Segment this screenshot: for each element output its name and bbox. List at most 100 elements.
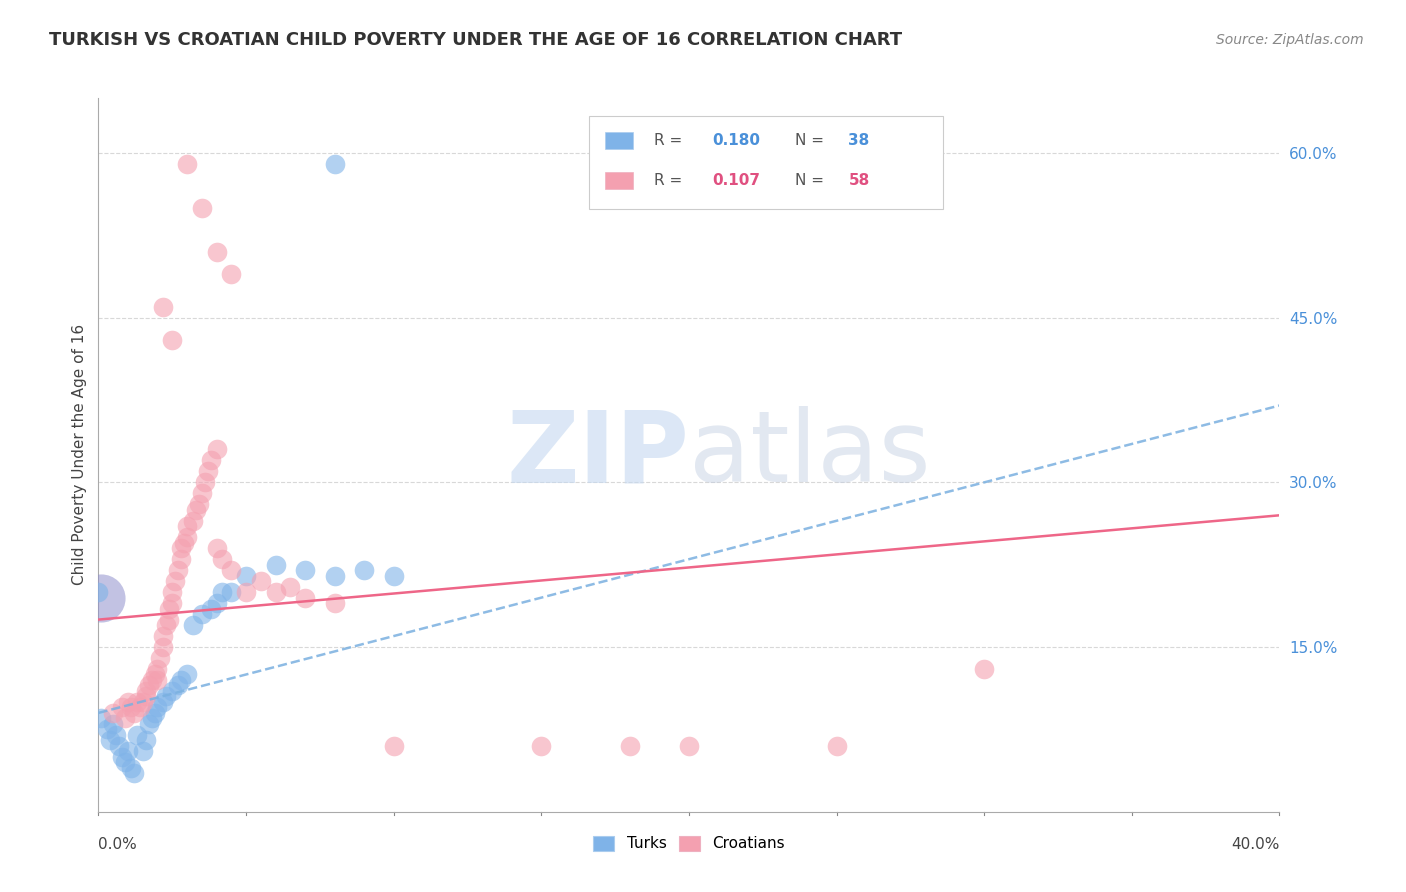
- Text: Source: ZipAtlas.com: Source: ZipAtlas.com: [1216, 33, 1364, 47]
- Point: [530, 739, 553, 753]
- Point: [90, 711, 112, 725]
- Point: [194, 475, 217, 490]
- Point: [353, 563, 375, 577]
- Point: [162, 596, 183, 610]
- Point: [157, 613, 180, 627]
- Point: [105, 728, 128, 742]
- Point: [155, 690, 177, 704]
- Point: [176, 519, 198, 533]
- Point: [152, 640, 174, 654]
- Point: [197, 464, 219, 478]
- Point: [162, 333, 183, 347]
- Point: [146, 700, 169, 714]
- Point: [382, 739, 405, 753]
- Point: [98, 733, 121, 747]
- Point: [191, 201, 214, 215]
- Point: [132, 695, 155, 709]
- Point: [619, 739, 641, 753]
- Point: [125, 695, 148, 709]
- Point: [135, 733, 157, 747]
- Point: [114, 711, 136, 725]
- Point: [264, 585, 287, 599]
- Point: [103, 717, 125, 731]
- Point: [141, 711, 163, 725]
- Point: [111, 749, 134, 764]
- Point: [205, 541, 228, 556]
- Point: [184, 503, 207, 517]
- Point: [170, 541, 193, 556]
- Point: [205, 244, 228, 259]
- Text: 0.107: 0.107: [713, 173, 761, 187]
- Y-axis label: Child Poverty Under the Age of 16: Child Poverty Under the Age of 16: [72, 325, 87, 585]
- Point: [678, 739, 700, 753]
- Point: [176, 667, 198, 681]
- Point: [825, 739, 848, 753]
- Point: [146, 662, 169, 676]
- Point: [264, 558, 287, 572]
- Point: [125, 728, 148, 742]
- Point: [278, 580, 302, 594]
- Point: [170, 552, 193, 566]
- Point: [170, 673, 193, 687]
- Point: [191, 486, 214, 500]
- Point: [323, 568, 346, 582]
- Point: [135, 690, 157, 704]
- Point: [117, 744, 139, 758]
- Text: N =: N =: [796, 134, 830, 148]
- Point: [250, 574, 273, 589]
- Point: [382, 568, 405, 582]
- Point: [294, 591, 316, 605]
- Point: [165, 574, 187, 589]
- Point: [187, 497, 209, 511]
- FancyBboxPatch shape: [589, 116, 943, 209]
- Point: [219, 267, 242, 281]
- Point: [176, 157, 198, 171]
- Point: [96, 723, 118, 737]
- Point: [143, 706, 166, 720]
- Point: [235, 585, 257, 599]
- FancyBboxPatch shape: [605, 171, 634, 189]
- Point: [205, 442, 228, 457]
- Text: 0.180: 0.180: [713, 134, 761, 148]
- Point: [120, 761, 142, 775]
- Point: [108, 739, 131, 753]
- Point: [211, 552, 233, 566]
- Point: [152, 629, 174, 643]
- Point: [122, 706, 145, 720]
- FancyBboxPatch shape: [605, 132, 634, 150]
- Point: [181, 514, 204, 528]
- Point: [146, 673, 169, 687]
- Point: [135, 684, 157, 698]
- Text: R =: R =: [654, 173, 686, 187]
- Point: [294, 563, 316, 577]
- Point: [141, 673, 163, 687]
- Point: [143, 667, 166, 681]
- Point: [219, 585, 242, 599]
- Point: [152, 695, 174, 709]
- Text: 0.0%: 0.0%: [98, 837, 138, 852]
- Point: [219, 563, 242, 577]
- Point: [162, 684, 183, 698]
- Point: [138, 678, 160, 692]
- Point: [181, 618, 204, 632]
- Point: [117, 695, 139, 709]
- Point: [120, 700, 142, 714]
- Text: 40.0%: 40.0%: [1232, 837, 1279, 852]
- Point: [114, 756, 136, 770]
- Point: [162, 585, 183, 599]
- Point: [323, 157, 346, 171]
- Point: [176, 530, 198, 544]
- Point: [205, 596, 228, 610]
- Text: 38: 38: [848, 134, 870, 148]
- Point: [87, 585, 110, 599]
- Point: [191, 607, 214, 621]
- Point: [103, 706, 125, 720]
- Text: N =: N =: [796, 173, 830, 187]
- Point: [235, 568, 257, 582]
- Point: [149, 651, 172, 665]
- Text: ZIP: ZIP: [506, 407, 689, 503]
- Point: [122, 766, 145, 780]
- Point: [323, 596, 346, 610]
- Point: [152, 300, 174, 314]
- Point: [173, 535, 195, 549]
